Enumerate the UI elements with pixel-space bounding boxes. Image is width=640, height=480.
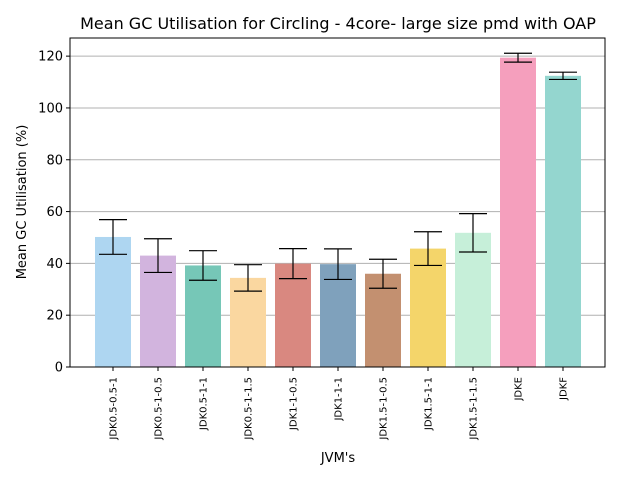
y-axis-title: Mean GC Utilisation (%) [15, 125, 30, 280]
bar [95, 236, 131, 367]
x-tick-label: JDK0.5-0.5-1 [109, 377, 120, 441]
x-tick-label: JDK1.5-1-0.5 [379, 377, 390, 441]
x-tick-label: JDK0.5-1-1 [199, 377, 210, 431]
x-tick-label: JDK1.5-1-1 [424, 377, 435, 431]
x-axis: JDK0.5-0.5-1 JDK0.5-1-0.5 JDK0.5-1-1 JDK0.5… [109, 367, 570, 441]
bar [320, 264, 356, 367]
bar [185, 265, 221, 367]
y-tick-label: 20 [46, 309, 63, 324]
bar [410, 248, 446, 367]
x-tick-label: JDK0.5-1-1.5 [244, 377, 255, 441]
x-tick-label: JDKF [559, 377, 570, 401]
x-axis-title: JVM's [320, 451, 356, 466]
bar [365, 273, 401, 367]
y-tick-label: 60 [46, 205, 63, 220]
x-tick-label: JDK1-1-1 [334, 377, 345, 422]
y-tick-label: 40 [46, 257, 63, 272]
error-bars-group [99, 52, 577, 292]
bars-group [95, 57, 581, 367]
x-tick-label: JDK1.5-1-1.5 [469, 377, 480, 441]
plot-frame [69, 37, 606, 368]
bar [140, 255, 176, 367]
bar [275, 263, 311, 367]
y-tick-label: 100 [38, 101, 63, 116]
x-tick-label: JDK1-1-0.5 [289, 377, 300, 431]
x-tick-label: JDK0.5-1-0.5 [154, 377, 165, 441]
bar [455, 232, 491, 367]
y-axis: 0 20 40 60 80 100 120 [38, 50, 70, 376]
y-tick-label: 120 [38, 50, 63, 65]
y-tick-label: 80 [46, 153, 63, 168]
y-tick-label: 0 [55, 361, 63, 376]
chart-title: Mean GC Utilisation for Circling - 4core… [80, 14, 596, 33]
bar [500, 57, 536, 367]
x-tick-label: JDKE [514, 377, 525, 402]
bar [545, 75, 581, 367]
bar [230, 277, 266, 367]
